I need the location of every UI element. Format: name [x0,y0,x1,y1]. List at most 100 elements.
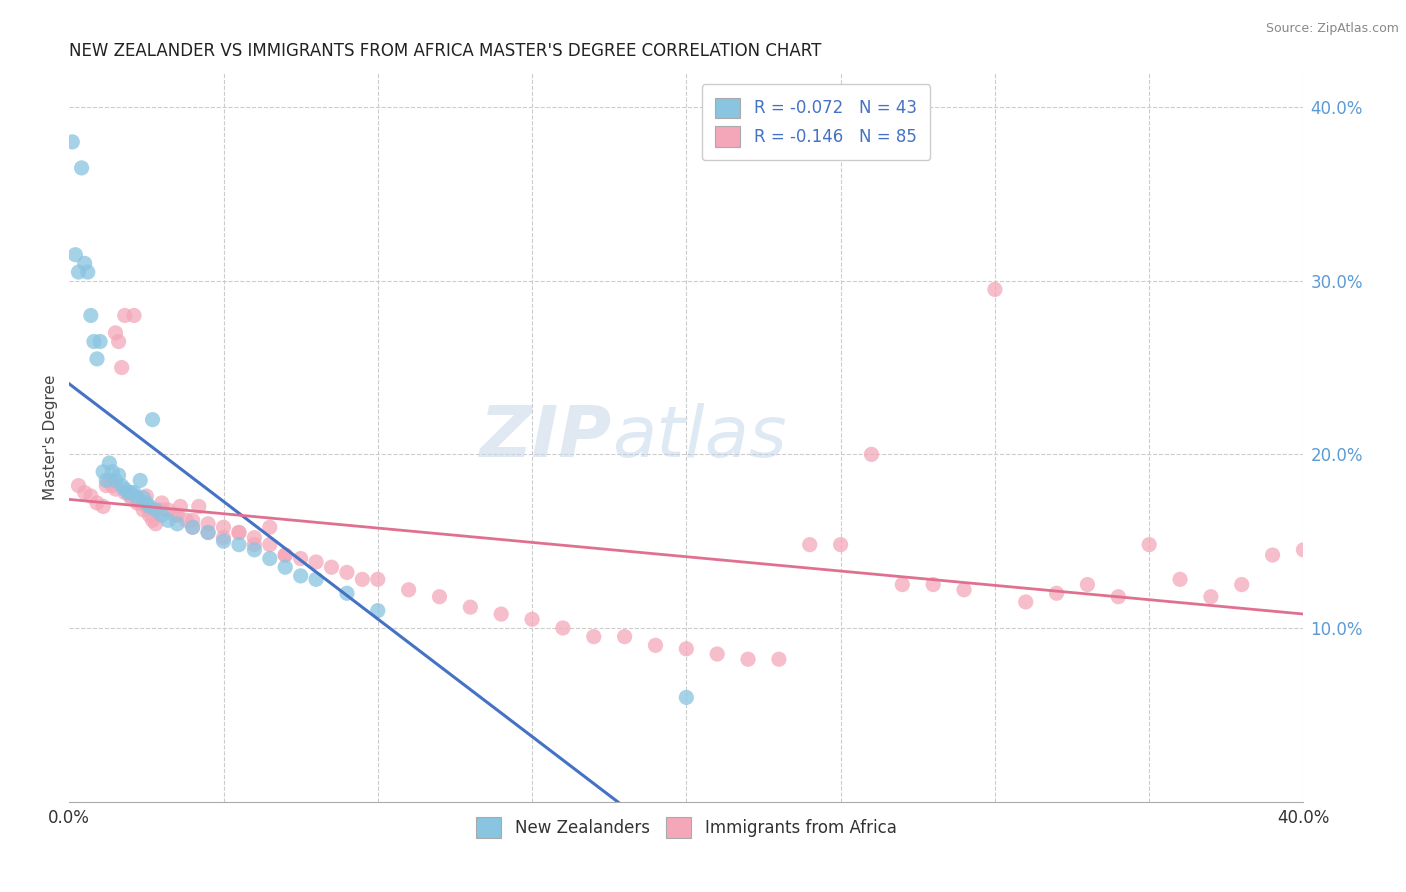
Point [132,503,155,517]
Point [114,309,136,323]
Point [228,525,250,540]
Point [1261,548,1284,562]
Point [65,248,87,262]
Point [80,489,103,503]
Point [181,520,204,534]
Point [460,600,482,615]
Point [127,491,149,505]
Point [290,569,312,583]
Point [111,360,134,375]
Point [141,513,163,527]
Point [138,500,160,514]
Point [150,496,173,510]
Point [86,351,108,366]
Point [429,590,451,604]
Point [551,621,574,635]
Point [181,520,204,534]
Point [259,551,281,566]
Point [953,582,976,597]
Point [243,538,266,552]
Point [675,641,697,656]
Point [169,500,191,514]
Point [70,161,93,175]
Point [613,630,636,644]
Text: NEW ZEALANDER VS IMMIGRANTS FROM AFRICA MASTER'S DEGREE CORRELATION CHART: NEW ZEALANDER VS IMMIGRANTS FROM AFRICA … [69,42,821,60]
Point [166,508,188,522]
Point [274,560,297,574]
Point [86,496,108,510]
Text: Source: ZipAtlas.com: Source: ZipAtlas.com [1265,22,1399,36]
Point [274,548,297,562]
Point [352,573,374,587]
Point [891,577,914,591]
Point [91,465,114,479]
Point [212,531,235,545]
Point [984,282,1007,296]
Point [107,334,129,349]
Point [799,538,821,552]
Point [76,265,98,279]
Point [114,482,136,496]
Point [860,447,883,461]
Point [135,496,157,510]
Point [89,334,111,349]
Point [228,525,250,540]
Point [122,485,145,500]
Point [80,309,103,323]
Point [96,474,118,488]
Point [98,456,121,470]
Point [127,496,149,510]
Point [111,478,134,492]
Point [150,503,173,517]
Point [127,491,149,505]
Point [336,586,359,600]
Point [135,489,157,503]
Point [135,500,157,514]
Point [274,548,297,562]
Point [197,525,219,540]
Point [197,525,219,540]
Point [520,612,543,626]
Point [259,520,281,534]
Point [321,560,343,574]
Point [1045,586,1067,600]
Point [305,573,328,587]
Point [212,534,235,549]
Point [156,513,179,527]
Point [367,573,389,587]
Point [290,551,312,566]
Point [644,638,666,652]
Point [259,538,281,552]
Y-axis label: Master's Degree: Master's Degree [44,375,58,500]
Point [129,496,152,510]
Point [132,491,155,505]
Point [1107,590,1129,604]
Point [212,520,235,534]
Point [1199,590,1222,604]
Point [156,503,179,517]
Point [138,508,160,522]
Text: ZIP: ZIP [479,402,612,472]
Point [187,500,209,514]
Point [1076,577,1098,591]
Point [129,474,152,488]
Point [197,516,219,531]
Point [107,468,129,483]
Point [1137,538,1160,552]
Point [101,478,124,492]
Point [398,582,420,597]
Point [98,474,121,488]
Point [706,647,728,661]
Point [489,607,512,621]
Point [1230,577,1253,591]
Point [104,326,127,340]
Point [104,474,127,488]
Point [228,538,250,552]
Point [176,513,198,527]
Point [114,485,136,500]
Point [737,652,759,666]
Point [243,531,266,545]
Point [582,630,605,644]
Point [67,265,90,279]
Point [83,334,105,349]
